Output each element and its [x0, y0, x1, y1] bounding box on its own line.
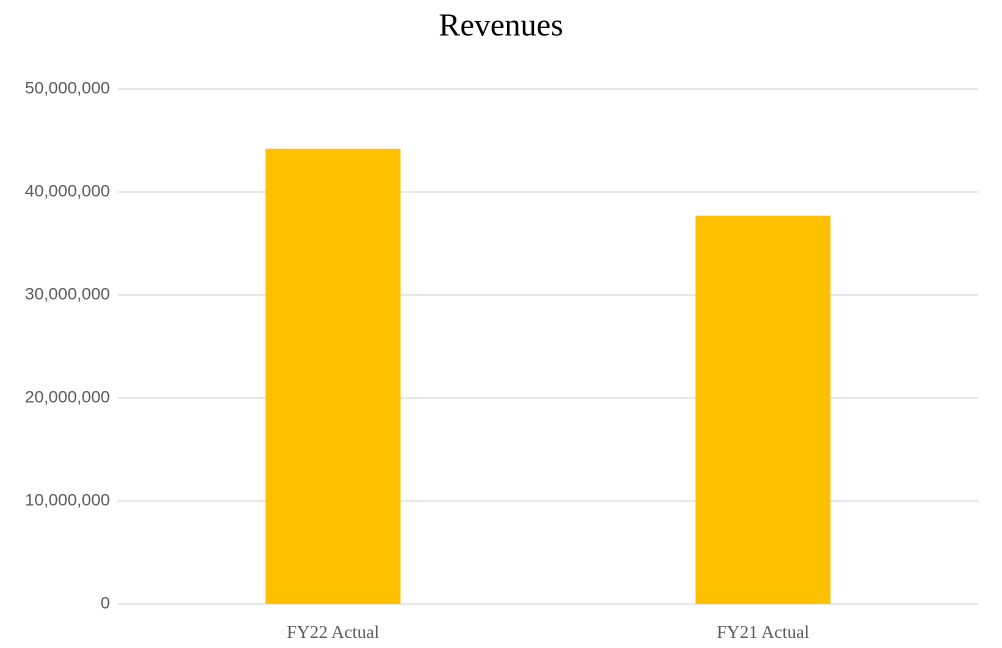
y-tick-label: 50,000,000 [25, 78, 110, 97]
chart-title: Revenues [439, 6, 563, 42]
y-tick-label: 0 [101, 593, 110, 612]
bar [695, 215, 831, 604]
y-tick-label: 40,000,000 [25, 181, 110, 200]
bar [265, 148, 401, 605]
x-tick-label: FY22 Actual [287, 622, 380, 642]
y-tick-label: 20,000,000 [25, 387, 110, 406]
x-tick-label: FY21 Actual [717, 622, 810, 642]
y-tick-label: 30,000,000 [25, 284, 110, 303]
y-tick-label: 10,000,000 [25, 490, 110, 509]
